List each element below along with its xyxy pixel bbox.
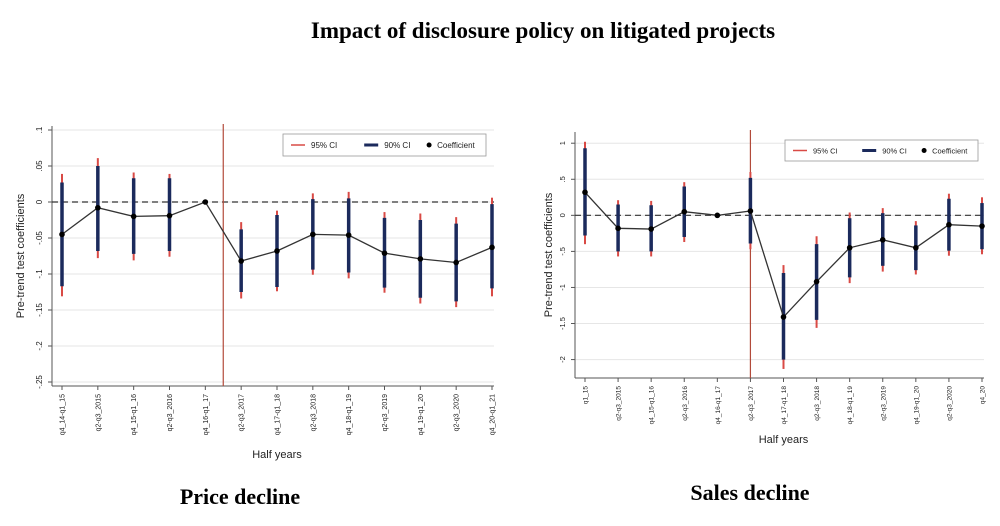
x-tick-label: q4_19-q1_20 (418, 394, 425, 435)
sales-decline-subtitle: Sales decline (690, 480, 810, 505)
coefficient-point (747, 208, 754, 214)
legend-ci90-label: 90% CI (384, 141, 410, 150)
chart-legend: 95% CI 90% CI Coefficient (784, 139, 979, 162)
coefficient-point (345, 232, 352, 238)
figure-title: Impact of disclosure policy on litigated… (310, 18, 776, 43)
x-tick-label: q2-q3_2018 (814, 386, 821, 421)
x-tick-label: q2-q3_2018 (310, 394, 317, 431)
coefficient-point (238, 258, 244, 264)
x-tick-label: q2-q3_2019 (382, 394, 389, 431)
y-tick-label: -2 (558, 356, 567, 363)
coefficient-point (130, 213, 137, 220)
x-tick-label: q4_16-q1_17 (715, 386, 722, 425)
x-tick-label: q2-q3_2019 (880, 386, 887, 421)
coefficient-point (846, 244, 853, 251)
y-tick-label: -.1 (35, 269, 44, 279)
x-tick-label: q4_18-q1_19 (847, 386, 854, 425)
sales-decline-chart: 1 .5 0 -.5 -1 -1.5 -2 q1_15 q2-q3_2015 q4_15-q1_1… (543, 130, 987, 446)
x-tick-label: q2-q3_2020 (454, 394, 461, 431)
y-axis-title: Pre-trend test coefficients (15, 193, 27, 318)
coefficient-point (913, 244, 919, 251)
chart-legend: 95% CI 90% CI Coefficient (282, 133, 487, 157)
y-tick-label: -.2 (35, 341, 44, 351)
x-tick-label: q4_17-q1_18 (275, 394, 282, 435)
x-tick-label: q2-q3_2016 (682, 386, 689, 421)
coefficient-point (714, 212, 721, 219)
coefficient-point (202, 199, 209, 205)
price-decline-chart: .1 .05 0 -.05 -.1 -.15 -.2 -.25 q4_14-q1_15 q2-q3… (15, 124, 497, 461)
coefficient-point (453, 259, 459, 266)
y-axis-title: Pre-trend test coefficients (543, 192, 555, 317)
y-tick-label: 0 (35, 199, 44, 204)
x-tick-label: q4_16-q1_17 (203, 394, 210, 435)
y-tick-label: -1 (558, 284, 567, 291)
coefficient-point (615, 225, 621, 232)
coefficient-point (489, 244, 495, 251)
x-tick-label: q4_18-q1_19 (346, 394, 353, 435)
x-tick-label: q4_20-q1_21 (490, 394, 497, 435)
coefficient-point (946, 221, 952, 228)
legend-coef-swatch (921, 148, 927, 153)
legend-coef-swatch (426, 142, 432, 148)
y-tick-label: 1 (558, 141, 567, 145)
x-tick-label: q1_15 (583, 386, 590, 404)
y-tick-label: -.15 (35, 303, 44, 317)
coefficient-point (813, 278, 820, 285)
coefficient-point (417, 256, 424, 262)
y-tick-label: -1.5 (558, 317, 567, 330)
coefficient-point (59, 231, 65, 238)
coefficient-point (381, 250, 388, 256)
coefficient-point (310, 231, 316, 238)
legend-ci95-label: 95% CI (311, 141, 337, 150)
y-tick-label: 0 (558, 213, 567, 217)
x-tick-label: q4_20 (980, 386, 987, 404)
y-tick-label: .5 (558, 176, 567, 182)
legend-box (282, 133, 487, 157)
x-tick-label: q4_14-q1_15 (60, 394, 67, 435)
y-tick-label: .05 (35, 160, 44, 172)
x-tick-label: q2-q3_2015 (616, 386, 623, 421)
y-tick-label: -.05 (35, 231, 44, 245)
coefficient-point (582, 189, 588, 196)
x-tick-label: q2-q3_2017 (239, 394, 246, 431)
coefficient-point (166, 212, 173, 219)
coefficient-point (95, 204, 101, 211)
x-axis-title: Half years (759, 434, 809, 446)
legend-coef-label: Coefficient (932, 147, 968, 156)
coefficient-point (681, 208, 688, 215)
coefficient-point (274, 248, 280, 254)
coefficient-point (979, 223, 985, 229)
x-tick-label: q2-q3_2017 (748, 386, 755, 421)
price-decline-subtitle: Price decline (179, 484, 301, 509)
y-tick-label: -.5 (558, 247, 567, 256)
x-tick-label: q4_15-q1_16 (131, 394, 138, 435)
x-tick-label: q2-q3_2015 (95, 394, 102, 431)
x-tick-label: q2-q3_2020 (946, 386, 953, 421)
legend-ci90-label: 90% CI (882, 147, 907, 156)
legend-box (784, 139, 979, 162)
legend-ci95-label: 95% CI (813, 147, 838, 156)
coefficient-point (648, 226, 654, 232)
x-tick-label: q4_15-q1_16 (649, 386, 656, 425)
y-tick-label: .1 (35, 126, 44, 133)
x-tick-label: q2-q3_2016 (167, 394, 174, 431)
y-tick-label: -.25 (35, 375, 44, 389)
coefficient-point (780, 314, 787, 320)
legend-coef-label: Coefficient (437, 141, 475, 150)
x-axis-title: Half years (252, 449, 302, 461)
coefficient-point (879, 237, 886, 243)
x-tick-label: q4_17-q1_18 (781, 386, 788, 425)
x-tick-label: q4_19-q1_20 (913, 386, 920, 425)
